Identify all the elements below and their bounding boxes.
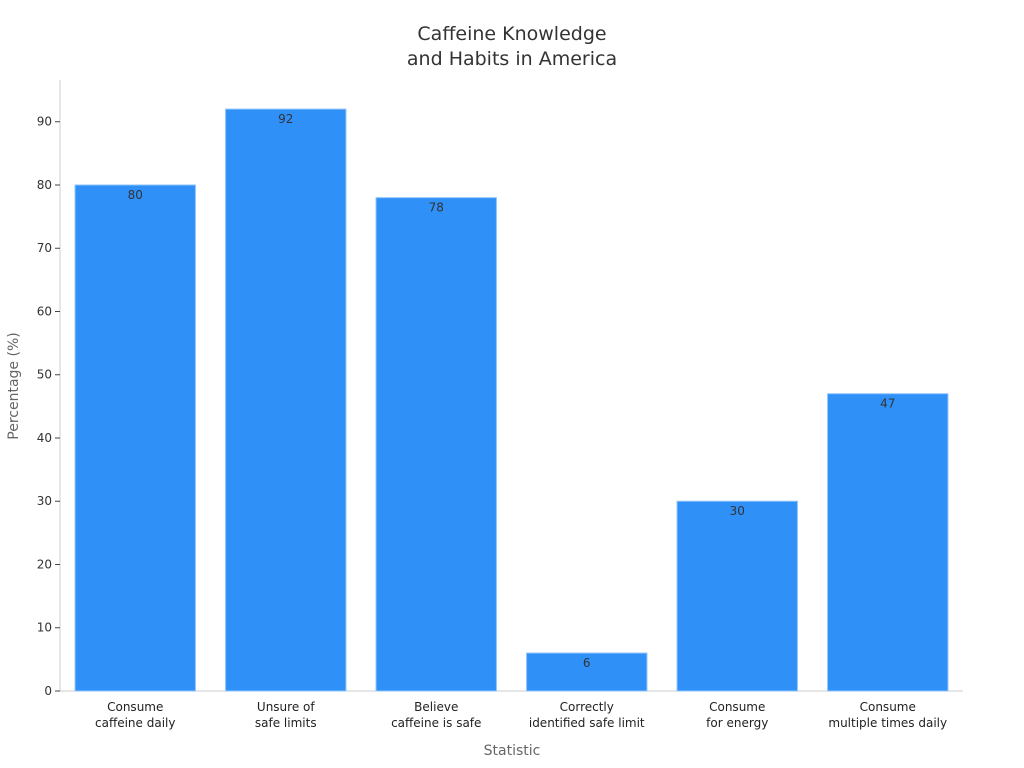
y-tick-label: 70 [37, 241, 52, 255]
value-label: 78 [429, 201, 444, 215]
x-tick-label: Consume multiple times daily [828, 700, 947, 730]
x-tick-label: Correctly identified safe limit [529, 700, 645, 730]
x-tick-label: Consume for energy [706, 700, 768, 730]
y-tick-label: 60 [37, 304, 52, 318]
y-tick-label: 0 [44, 684, 52, 698]
value-label: 47 [880, 397, 895, 411]
bar [375, 197, 497, 692]
y-tick-label: 50 [37, 368, 52, 382]
value-label: 30 [730, 504, 745, 518]
y-axis-title: Percentage (%) [6, 332, 22, 439]
bar [74, 184, 196, 692]
y-tick-label: 90 [37, 115, 52, 129]
y-tick-label: 30 [37, 494, 52, 508]
x-tick-label: Believe caffeine is safe [391, 700, 481, 730]
value-label: 6 [583, 656, 591, 670]
chart-title: Caffeine Knowledge and Habits in America [407, 23, 617, 70]
y-tick-label: 80 [37, 178, 52, 192]
x-tick-label: Consume caffeine daily [95, 700, 175, 730]
y-tick-label: 10 [37, 621, 52, 635]
bar [526, 652, 648, 692]
bar [225, 108, 347, 692]
y-tick-label: 40 [37, 431, 52, 445]
bar [827, 393, 949, 692]
y-tick-label: 20 [37, 557, 52, 571]
x-tick-label: Unsure of safe limits [255, 700, 317, 730]
value-label: 80 [128, 188, 143, 202]
x-axis-title: Statistic [484, 743, 541, 759]
value-label: 92 [278, 112, 293, 126]
bar [676, 500, 798, 692]
